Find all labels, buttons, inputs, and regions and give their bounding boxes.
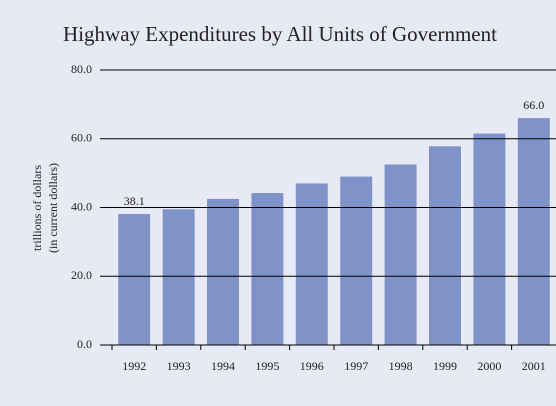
bar: [118, 214, 151, 345]
x-tick-label: 2001: [522, 359, 546, 373]
bar: [517, 118, 550, 345]
data-label: 66.0: [523, 98, 544, 112]
y-tick-label: 40.0: [71, 199, 92, 213]
x-tick-label: 1992: [122, 359, 146, 373]
x-tick-label: 1994: [211, 359, 235, 373]
y-tick-label: 0.0: [77, 337, 92, 351]
bar: [251, 193, 284, 345]
y-tick-label: 60.0: [71, 131, 92, 145]
x-tick-label: 1997: [344, 359, 368, 373]
x-tick-label: 1996: [300, 359, 324, 373]
bar: [295, 183, 328, 345]
bar: [162, 209, 195, 345]
data-label: 38.1: [124, 194, 145, 208]
bar: [473, 133, 506, 345]
x-tick-label: 1993: [167, 359, 191, 373]
bar: [429, 146, 461, 345]
y-axis-label: (in current dollars): [46, 163, 60, 253]
x-tick-label: 1999: [433, 359, 457, 373]
bar: [207, 198, 239, 345]
bar: [340, 176, 373, 345]
y-tick-label: 20.0: [71, 268, 92, 282]
chart-title: Highway Expenditures by All Units of Gov…: [63, 22, 497, 46]
x-tick-label: 1995: [255, 359, 279, 373]
x-tick-label: 1998: [389, 359, 413, 373]
y-axis-label: trillions of dollars: [30, 165, 44, 251]
bar: [384, 164, 417, 345]
y-tick-label: 80.0: [71, 62, 92, 76]
x-tick-label: 2000: [477, 359, 501, 373]
